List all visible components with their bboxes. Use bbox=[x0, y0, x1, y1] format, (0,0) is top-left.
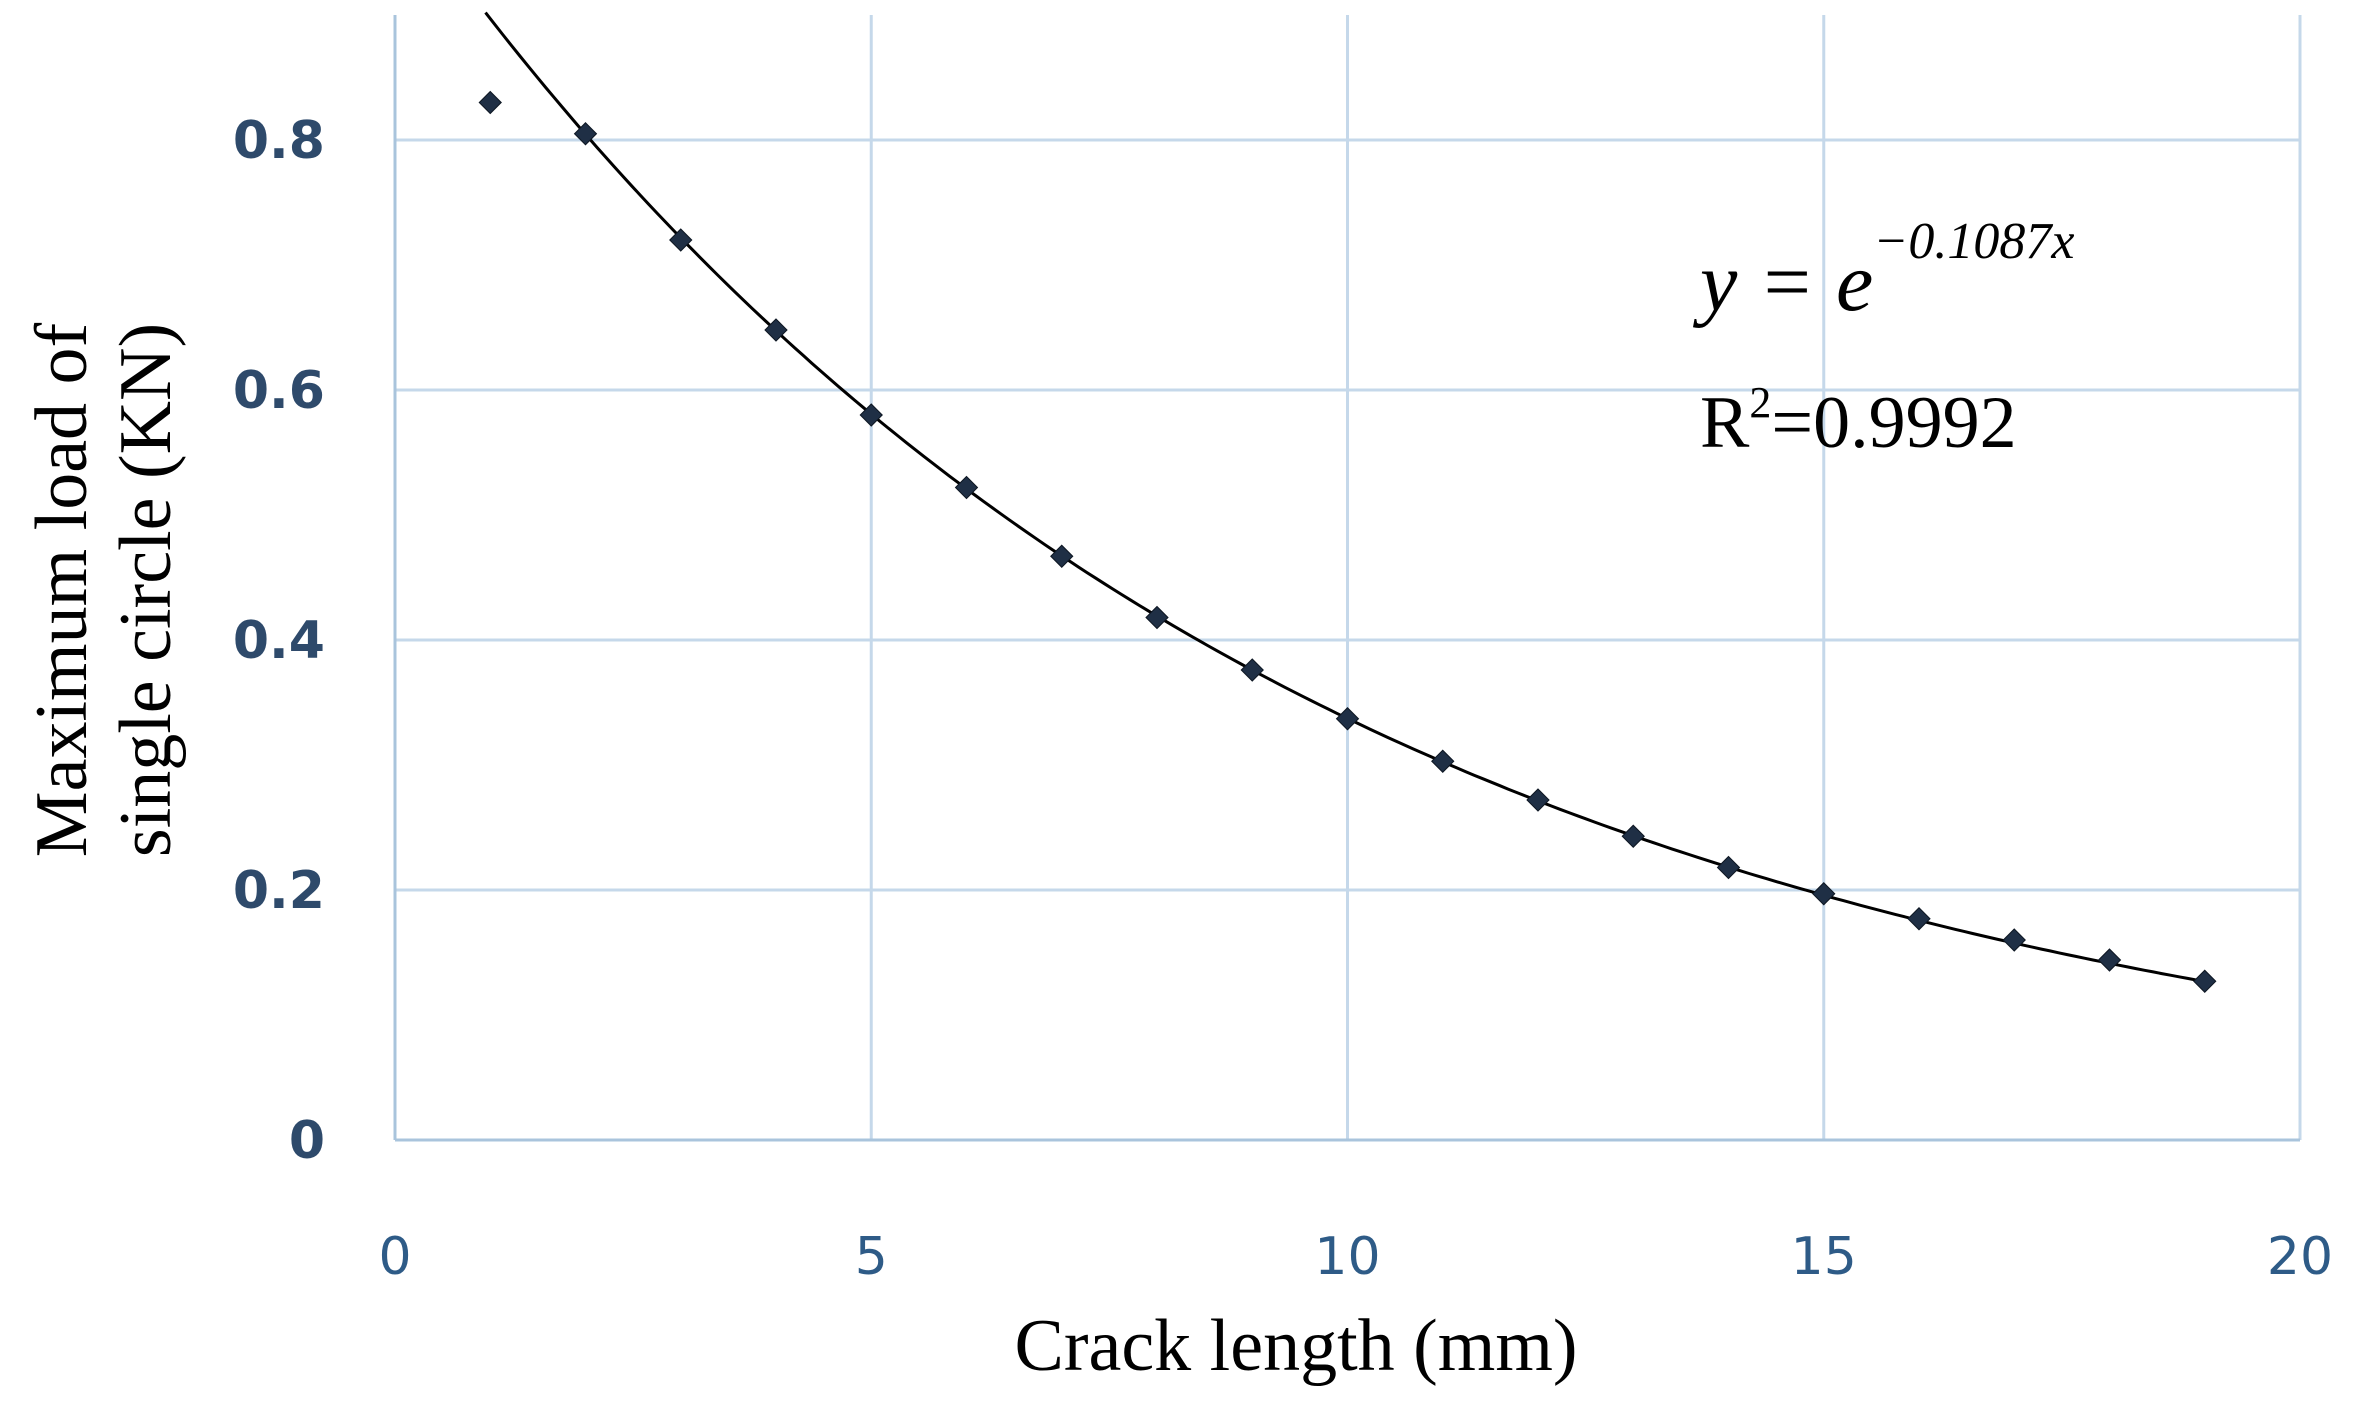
data-point bbox=[1335, 707, 1360, 731]
data-point bbox=[2097, 948, 2122, 972]
data-point bbox=[859, 403, 883, 427]
y-tick-label: 0 bbox=[289, 1111, 325, 1171]
x-tick-label: 0 bbox=[378, 1227, 411, 1287]
x-tick-label: 15 bbox=[1791, 1227, 1857, 1287]
data-point bbox=[1526, 788, 1550, 812]
r2-label: R bbox=[1700, 382, 1750, 464]
data-point bbox=[2193, 969, 2217, 993]
data-point bbox=[1240, 658, 1264, 682]
data-point bbox=[1812, 882, 1836, 906]
data-point bbox=[1050, 544, 1074, 568]
y-axis-title: Maximum load of single circle (KN) bbox=[21, 322, 187, 857]
y-axis-title-line-1: Maximum load of bbox=[21, 322, 103, 857]
y-tick-labels: 0 0.2 0.4 0.6 0.8 bbox=[233, 111, 325, 1171]
y-tick-label: 0.6 bbox=[233, 361, 325, 421]
equation-annotation: y = e−0.1087x R2=0.9992 bbox=[1692, 213, 2074, 464]
svg-text:y = e−0.1087x: y = e−0.1087x bbox=[1692, 213, 2074, 329]
data-point bbox=[1431, 749, 1455, 773]
x-tick-label: 20 bbox=[2267, 1227, 2333, 1287]
data-point bbox=[573, 122, 598, 146]
x-tick-labels: 0 5 10 15 20 bbox=[378, 1227, 2333, 1287]
y-tick-label: 0.2 bbox=[233, 861, 325, 921]
data-point bbox=[954, 475, 979, 500]
data-point bbox=[1621, 824, 1645, 848]
axes bbox=[393, 15, 2300, 1142]
data-point bbox=[2002, 928, 2026, 952]
data-point bbox=[1716, 855, 1741, 880]
y-axis-title-line-2: single circle (KN) bbox=[105, 323, 187, 857]
data-point bbox=[764, 318, 788, 342]
data-point bbox=[669, 228, 693, 252]
y-tick-label: 0.4 bbox=[233, 611, 325, 671]
grid bbox=[395, 15, 2302, 1140]
trendline bbox=[484, 11, 2206, 983]
equation-lhs: y = e bbox=[1692, 236, 1873, 329]
r2-superscript: 2 bbox=[1749, 378, 1771, 427]
data-point bbox=[478, 90, 502, 115]
data-points bbox=[478, 90, 2217, 993]
equation-exponent: −0.1087x bbox=[1873, 213, 2074, 270]
x-axis-title: Crack length (mm) bbox=[1014, 1305, 1577, 1387]
data-point bbox=[1907, 907, 1931, 931]
svg-text:R2=0.9992: R2=0.9992 bbox=[1700, 378, 2017, 464]
x-tick-label: 10 bbox=[1314, 1227, 1380, 1287]
data-point bbox=[1145, 605, 1169, 630]
x-tick-label: 5 bbox=[855, 1227, 888, 1287]
r2-value: =0.9992 bbox=[1771, 382, 2016, 464]
y-tick-label: 0.8 bbox=[233, 111, 325, 171]
